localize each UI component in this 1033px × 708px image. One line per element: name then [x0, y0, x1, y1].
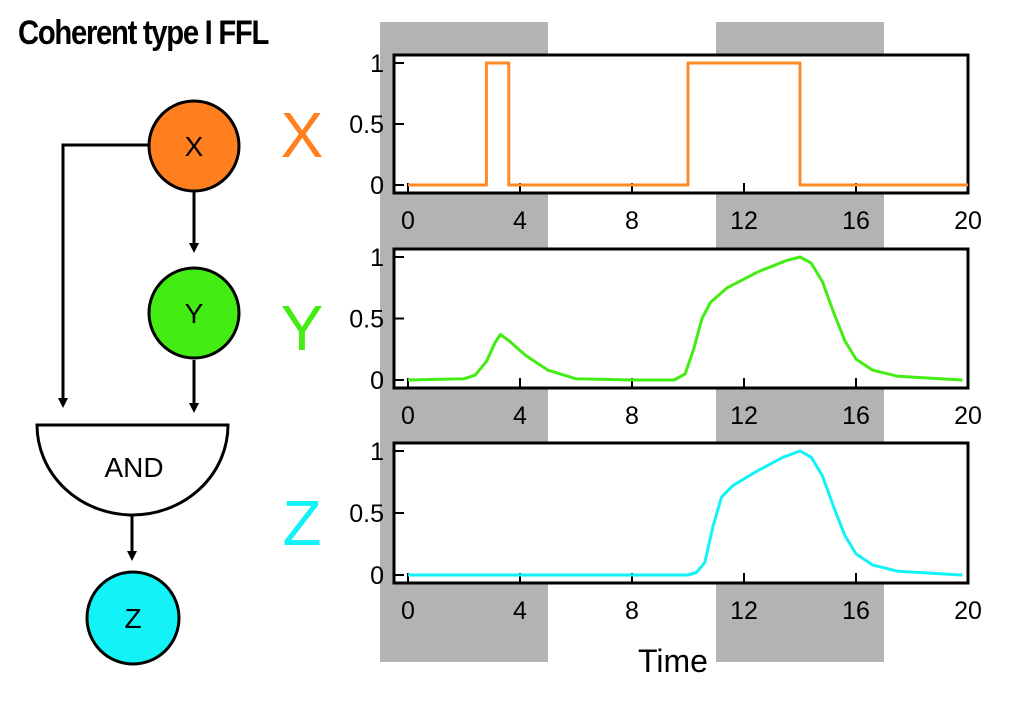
node-x-label: X — [185, 131, 204, 162]
x-tick-label: 8 — [625, 597, 639, 625]
y-tick-label: 0 — [370, 562, 384, 590]
panel-2: 0 0.5 1 0 4 8 12 16 20 — [349, 244, 982, 430]
edge-x-to-and — [58, 143, 150, 408]
x-tick-label: 4 — [513, 207, 527, 235]
node-x — [147, 99, 241, 193]
x-tick-label: 12 — [730, 207, 758, 235]
panel-1: 0 0.5 1 0 4 8 12 16 20 — [349, 50, 982, 235]
diagram-title: Coherent type I FFL — [18, 14, 269, 52]
x-tick-label: 8 — [625, 207, 639, 235]
x-tick-label: 12 — [730, 597, 758, 625]
x-tick-label: 0 — [401, 402, 415, 430]
x-tick-label: 12 — [730, 402, 758, 430]
x-tick-label: 20 — [954, 207, 982, 235]
node-y-label: Y — [185, 298, 204, 329]
panel-3: 0 0.5 1 0 4 8 12 16 20 Time — [349, 438, 982, 679]
x-axis-label: Time — [638, 643, 708, 679]
x-tick-label: 0 — [401, 597, 415, 625]
x-tick-label: 4 — [513, 597, 527, 625]
y-tick-label: 0 — [370, 172, 384, 200]
x-tick-label: 16 — [842, 402, 870, 430]
node-z — [85, 570, 181, 666]
x-tick-label: 8 — [625, 402, 639, 430]
series-label-z: Z — [282, 487, 321, 559]
series-line-y — [407, 255, 963, 382]
and-gate — [35, 423, 230, 517]
x-tick-label: 0 — [401, 207, 415, 235]
x-tick-label: 16 — [842, 207, 870, 235]
series-line-x — [408, 61, 968, 187]
and-gate-label: AND — [104, 452, 163, 483]
series-label-x: X — [281, 99, 324, 171]
plot-frame — [392, 53, 970, 195]
plot-frame — [392, 441, 970, 585]
y-tick-label: 1 — [370, 50, 384, 78]
plot-frame — [392, 247, 970, 390]
x-tick-label: 20 — [954, 402, 982, 430]
y-tick-label: 0.5 — [349, 500, 384, 528]
ffl-network-diagram: X Y AND Z — [35, 99, 241, 666]
y-tick-label: 1 — [370, 244, 384, 272]
series-line-z — [408, 449, 963, 577]
x-tick-label: 16 — [842, 597, 870, 625]
node-z-label: Z — [124, 603, 141, 634]
y-tick-label: 0.5 — [349, 306, 384, 334]
x-tick-label: 20 — [954, 597, 982, 625]
y-tick-label: 0 — [370, 367, 384, 395]
x-tick-label: 4 — [513, 402, 527, 430]
node-y — [147, 266, 241, 360]
y-tick-label: 1 — [370, 438, 384, 466]
y-tick-label: 0.5 — [349, 111, 384, 139]
series-label-y: Y — [281, 292, 324, 364]
